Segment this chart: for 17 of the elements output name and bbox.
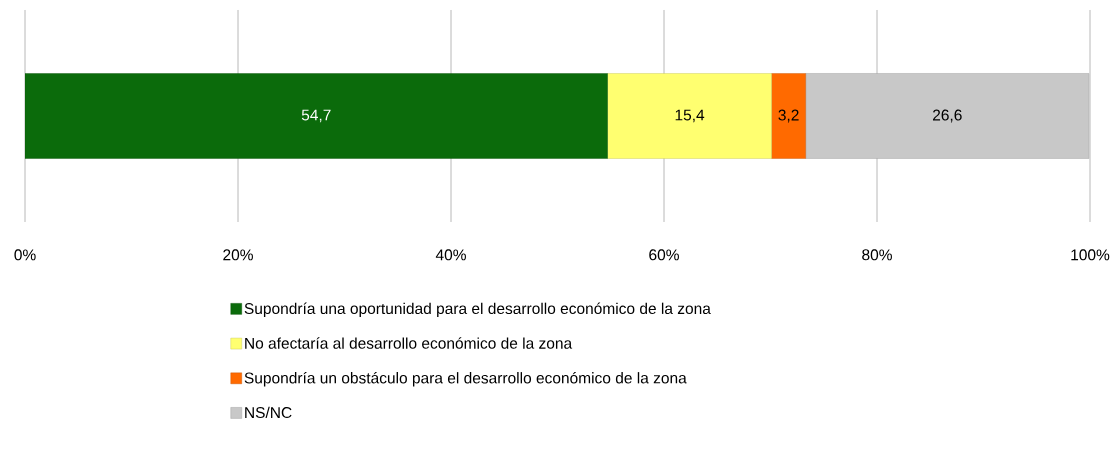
x-tick-label: 0% [14, 249, 36, 261]
data-label: 54,7 [301, 109, 331, 123]
x-tick-label: 20% [223, 249, 253, 261]
x-tick-label: 80% [862, 249, 892, 261]
bar [771, 73, 806, 159]
data-label: 3,2 [778, 109, 799, 123]
legend-label: Supondría un obstáculo para el desarrollo económico de la zona [244, 371, 687, 387]
x-tick-label: 100% [1071, 249, 1110, 261]
bar [607, 73, 772, 159]
data-label: 26,6 [932, 109, 962, 123]
bar [805, 73, 1090, 159]
data-label: 15,4 [675, 109, 705, 123]
x-tick-label: 60% [649, 249, 679, 261]
legend-label: NS/NC [245, 406, 292, 419]
x-tick-label: 40% [435, 249, 466, 261]
legend-label: Supondría una oportunidad para el desarrollo económico de la zona [244, 302, 711, 318]
legend-label: No afectaría al desarrollo económico de la zona [245, 337, 573, 349]
